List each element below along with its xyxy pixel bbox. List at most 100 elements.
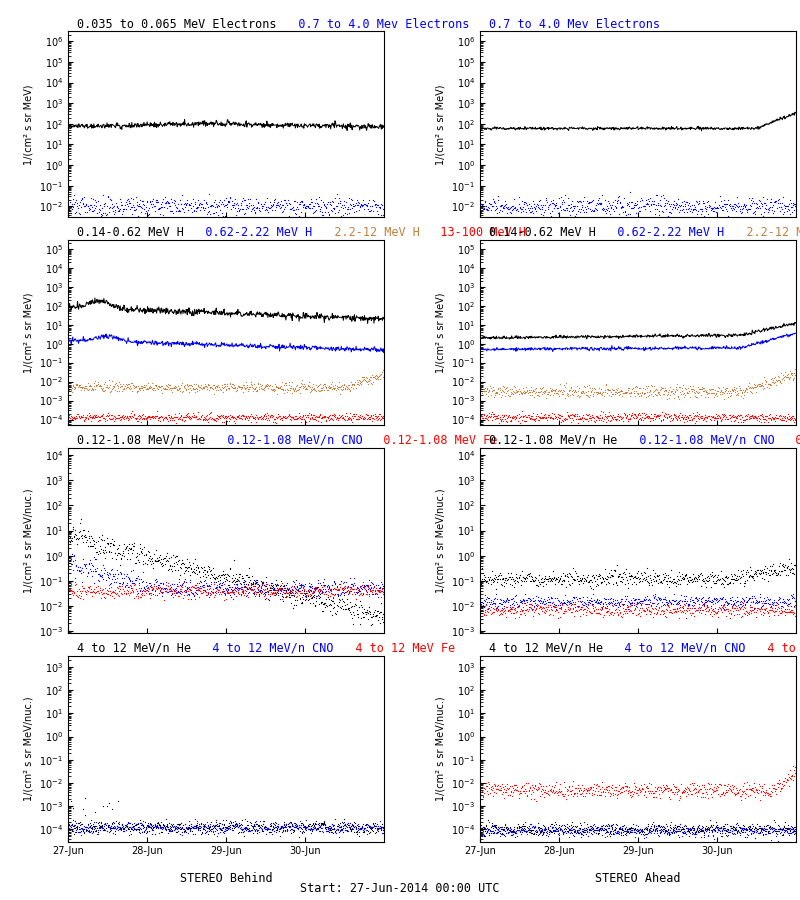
Point xyxy=(736,566,749,580)
Point xyxy=(746,380,758,394)
Point xyxy=(78,382,90,397)
Point xyxy=(274,583,287,598)
Point xyxy=(579,202,592,217)
Point xyxy=(503,410,516,424)
Point xyxy=(598,591,611,606)
Point xyxy=(723,823,736,837)
Point xyxy=(622,414,634,428)
Point xyxy=(671,824,684,838)
Point xyxy=(214,587,227,601)
Point xyxy=(353,599,366,614)
Point xyxy=(678,415,690,429)
Point xyxy=(682,825,695,840)
Point xyxy=(781,591,794,606)
Point xyxy=(326,594,338,608)
Point xyxy=(743,820,756,834)
Point xyxy=(203,820,216,834)
Point xyxy=(638,408,651,422)
Point xyxy=(631,197,644,211)
Point xyxy=(712,594,725,608)
Point xyxy=(631,387,644,401)
Point xyxy=(718,788,730,802)
Point xyxy=(186,379,198,393)
Point xyxy=(488,571,501,585)
Point xyxy=(618,821,631,835)
Point xyxy=(713,409,726,423)
Point xyxy=(236,580,249,594)
Point xyxy=(680,205,693,220)
Point xyxy=(366,616,378,631)
Point xyxy=(539,569,552,583)
Point xyxy=(256,576,269,590)
Point xyxy=(574,412,587,427)
Point xyxy=(295,595,308,609)
Point xyxy=(634,783,646,797)
Point xyxy=(758,196,770,211)
Point xyxy=(211,826,224,841)
Point xyxy=(741,605,754,619)
Point xyxy=(712,380,725,394)
Point xyxy=(262,585,274,599)
Point xyxy=(226,410,238,424)
Point xyxy=(547,599,560,614)
Point xyxy=(630,383,642,398)
Point xyxy=(76,822,89,836)
Point xyxy=(258,383,270,398)
Point xyxy=(481,602,494,616)
Point xyxy=(682,411,694,426)
Point xyxy=(207,576,220,590)
Point xyxy=(375,584,388,598)
Point xyxy=(123,202,136,216)
Point xyxy=(133,824,146,838)
Point xyxy=(134,590,146,604)
Point xyxy=(79,530,92,544)
Point xyxy=(510,383,523,398)
Point xyxy=(583,378,596,392)
Point xyxy=(301,199,314,213)
Point xyxy=(572,383,585,398)
Point xyxy=(716,785,729,799)
Point xyxy=(666,592,679,607)
Point xyxy=(334,824,346,839)
Point xyxy=(735,784,748,798)
Point xyxy=(146,587,159,601)
Point xyxy=(787,820,800,834)
Point xyxy=(242,824,254,838)
Point xyxy=(165,562,178,576)
Point xyxy=(182,410,194,424)
Point xyxy=(610,791,623,806)
Point xyxy=(127,590,140,605)
Point xyxy=(780,368,793,382)
Point xyxy=(604,570,617,584)
Point xyxy=(357,410,370,425)
Point xyxy=(558,789,571,804)
Point xyxy=(665,562,678,577)
Point xyxy=(504,412,517,427)
Point xyxy=(775,595,788,609)
Point xyxy=(713,821,726,835)
Point xyxy=(160,818,173,832)
Point xyxy=(626,788,638,803)
Point xyxy=(62,408,75,422)
Point xyxy=(510,605,522,619)
Point xyxy=(70,199,83,213)
Point xyxy=(238,412,251,427)
Point xyxy=(296,596,309,610)
Point xyxy=(288,411,301,426)
Point xyxy=(352,821,365,835)
Point xyxy=(638,573,651,588)
Point xyxy=(117,821,130,835)
Point xyxy=(197,574,210,589)
Point xyxy=(736,824,749,838)
Point xyxy=(561,573,574,588)
Point xyxy=(755,378,768,392)
Point xyxy=(617,780,630,795)
Point xyxy=(129,577,142,591)
Point xyxy=(505,601,518,616)
Point xyxy=(174,410,186,424)
Point xyxy=(568,787,581,801)
Point xyxy=(230,567,242,581)
Point xyxy=(702,601,715,616)
Point xyxy=(690,785,702,799)
Point xyxy=(193,821,206,835)
